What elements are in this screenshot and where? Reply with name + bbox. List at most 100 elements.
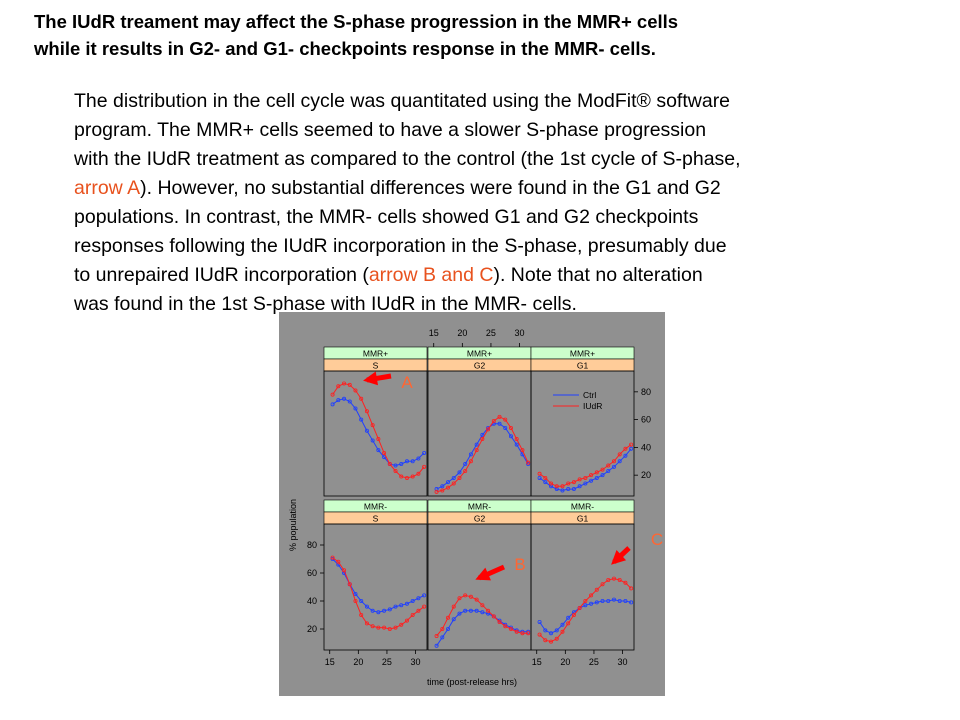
data-point-ctrl bbox=[457, 611, 462, 616]
series-line-iudr bbox=[436, 594, 529, 637]
data-point-iudr bbox=[486, 427, 491, 432]
data-point-iudr bbox=[376, 625, 381, 630]
data-point-iudr bbox=[480, 437, 485, 442]
data-point-iudr bbox=[446, 615, 451, 620]
data-point-iudr bbox=[583, 598, 588, 603]
series-line-ctrl bbox=[539, 448, 632, 491]
data-point-iudr bbox=[474, 597, 479, 602]
data-point-ctrl bbox=[629, 446, 634, 451]
data-point-ctrl bbox=[583, 481, 588, 486]
x-tick-label: 25 bbox=[382, 657, 392, 667]
data-point-iudr bbox=[606, 463, 611, 468]
data-point-iudr bbox=[600, 582, 605, 587]
data-point-ctrl bbox=[364, 604, 369, 609]
data-point-iudr bbox=[347, 582, 352, 587]
data-point-iudr bbox=[387, 462, 392, 467]
data-point-iudr bbox=[353, 388, 358, 393]
x-tick-label: 15 bbox=[325, 657, 335, 667]
data-point-ctrl bbox=[463, 462, 468, 467]
data-point-iudr bbox=[554, 636, 559, 641]
strip-label: S bbox=[373, 361, 379, 371]
strip-label: MMR+ bbox=[467, 349, 492, 359]
data-point-ctrl bbox=[566, 487, 571, 492]
data-point-iudr bbox=[514, 437, 519, 442]
data-point-ctrl bbox=[370, 438, 375, 443]
data-point-ctrl bbox=[503, 425, 508, 430]
series-line-iudr bbox=[436, 416, 529, 493]
legend-label: IUdR bbox=[583, 401, 602, 411]
data-point-iudr bbox=[543, 475, 548, 480]
y-axis-label: % population bbox=[288, 499, 298, 551]
data-point-iudr bbox=[497, 414, 502, 419]
data-point-ctrl bbox=[353, 591, 358, 596]
panel-frame bbox=[530, 523, 635, 651]
data-point-iudr bbox=[347, 382, 352, 387]
data-point-ctrl bbox=[404, 601, 409, 606]
data-point-iudr bbox=[566, 481, 571, 486]
data-point-ctrl bbox=[606, 598, 611, 603]
data-point-iudr bbox=[491, 614, 496, 619]
data-point-ctrl bbox=[434, 643, 439, 648]
data-point-iudr bbox=[594, 587, 599, 592]
data-point-ctrl bbox=[347, 399, 352, 404]
data-point-iudr bbox=[422, 604, 427, 609]
arrow-a-ref: arrow A bbox=[74, 177, 141, 199]
data-point-iudr bbox=[611, 576, 616, 581]
data-point-iudr bbox=[457, 475, 462, 480]
data-point-iudr bbox=[629, 586, 634, 591]
data-point-iudr bbox=[382, 625, 387, 630]
series-line-ctrl bbox=[436, 423, 529, 490]
data-point-iudr bbox=[370, 423, 375, 428]
data-point-iudr bbox=[468, 594, 473, 599]
data-point-iudr bbox=[342, 381, 347, 386]
data-point-ctrl bbox=[393, 604, 398, 609]
data-point-iudr bbox=[434, 489, 439, 494]
data-point-iudr bbox=[491, 419, 496, 424]
data-point-iudr bbox=[537, 471, 542, 476]
data-point-ctrl bbox=[560, 488, 565, 493]
arrow-label-c: C bbox=[651, 530, 663, 549]
data-point-ctrl bbox=[410, 459, 415, 464]
arrow-a-head bbox=[363, 371, 379, 386]
x-tick-label: 25 bbox=[589, 657, 599, 667]
data-point-iudr bbox=[566, 621, 571, 626]
data-point-ctrl bbox=[376, 448, 381, 453]
data-point-iudr bbox=[480, 603, 485, 608]
data-point-iudr bbox=[497, 619, 502, 624]
data-point-iudr bbox=[457, 596, 462, 601]
data-point-ctrl bbox=[594, 600, 599, 605]
data-point-iudr bbox=[364, 621, 369, 626]
data-point-ctrl bbox=[474, 442, 479, 447]
body-line: was found in the 1st S-phase with IUdR i… bbox=[74, 293, 577, 315]
data-point-iudr bbox=[474, 448, 479, 453]
legend-label: Ctrl bbox=[583, 390, 596, 400]
panel-frame bbox=[323, 523, 428, 651]
data-point-ctrl bbox=[474, 608, 479, 613]
data-point-iudr bbox=[583, 475, 588, 480]
data-point-iudr bbox=[508, 425, 513, 430]
data-point-iudr bbox=[359, 612, 364, 617]
body-line: populations. In contrast, the MMR- cells… bbox=[74, 206, 699, 228]
data-point-ctrl bbox=[617, 598, 622, 603]
data-point-ctrl bbox=[440, 635, 445, 640]
data-point-iudr bbox=[359, 396, 364, 401]
data-point-ctrl bbox=[399, 462, 404, 467]
data-point-ctrl bbox=[376, 610, 381, 615]
data-point-iudr bbox=[594, 470, 599, 475]
data-point-ctrl bbox=[623, 598, 628, 603]
data-point-ctrl bbox=[422, 450, 427, 455]
slide-title: The IUdR treament may affect the S-phase… bbox=[34, 8, 934, 62]
data-point-iudr bbox=[376, 437, 381, 442]
data-point-iudr bbox=[526, 631, 531, 636]
data-point-ctrl bbox=[434, 487, 439, 492]
data-point-iudr bbox=[463, 593, 468, 598]
data-point-iudr bbox=[440, 488, 445, 493]
data-point-iudr bbox=[486, 608, 491, 613]
data-point-iudr bbox=[629, 442, 634, 447]
y-tick-label: 80 bbox=[307, 540, 317, 550]
data-point-ctrl bbox=[422, 593, 427, 598]
data-point-ctrl bbox=[353, 406, 358, 411]
data-point-iudr bbox=[440, 626, 445, 631]
body-segment: ). Note that no alteration bbox=[493, 264, 703, 286]
data-point-iudr bbox=[387, 626, 392, 631]
